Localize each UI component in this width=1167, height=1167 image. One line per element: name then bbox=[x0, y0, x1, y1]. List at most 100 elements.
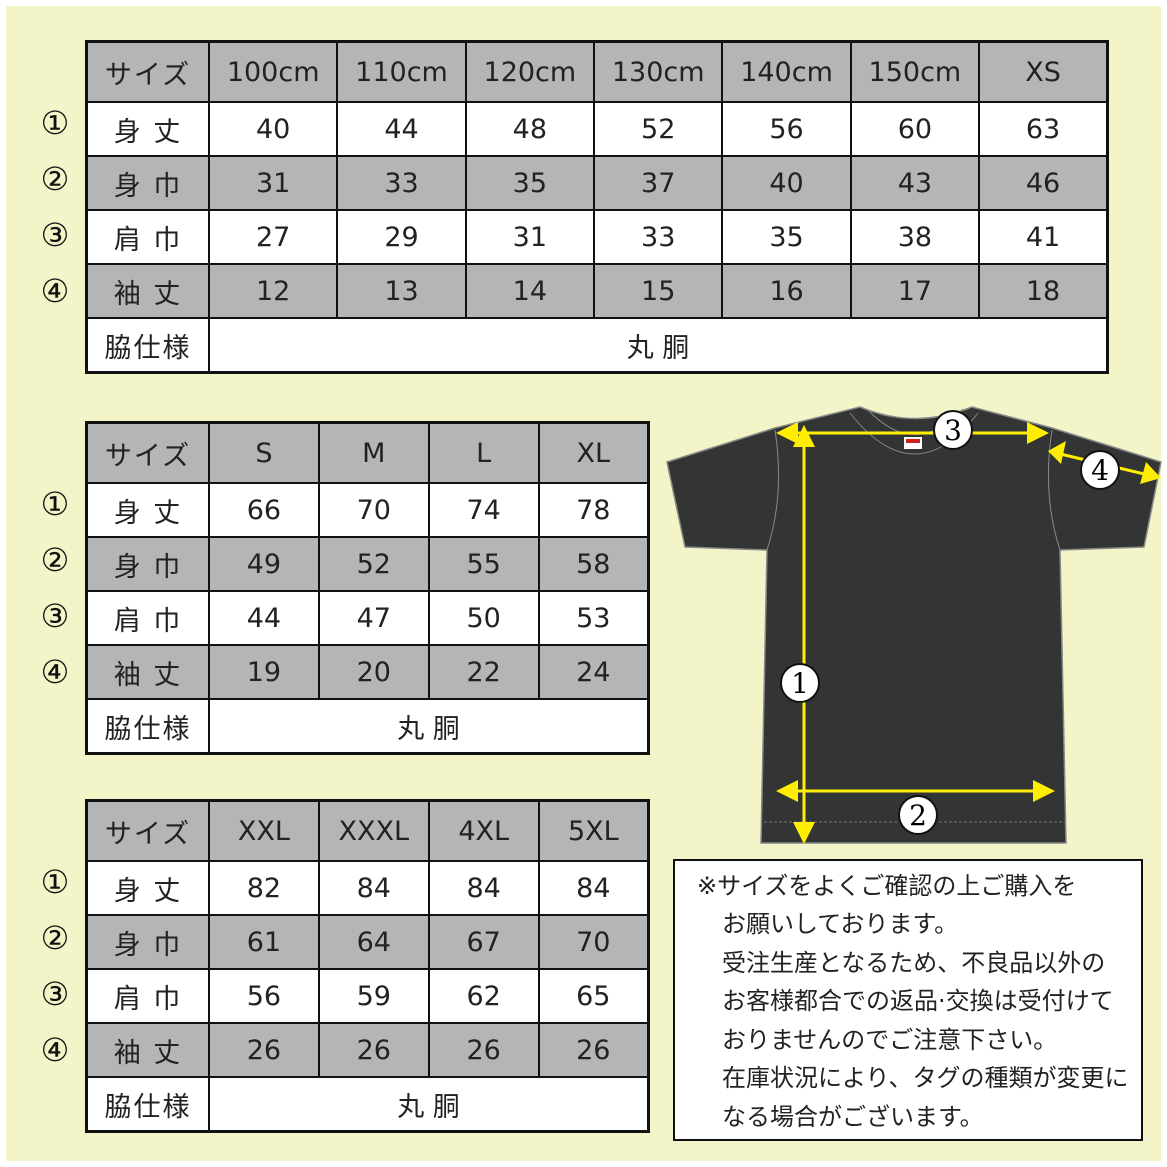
row-label: 身 丈 bbox=[85, 101, 210, 157]
table-cell: 52 bbox=[593, 101, 724, 157]
marker-length: 1 bbox=[780, 663, 820, 703]
table-cell: 67 bbox=[427, 914, 540, 970]
table-cell: 59 bbox=[317, 968, 430, 1024]
size-column-header: 4XL bbox=[427, 799, 540, 862]
table-cell: 29 bbox=[336, 209, 467, 265]
table-cell: 58 bbox=[537, 536, 650, 592]
table-cell: 31 bbox=[207, 155, 339, 211]
row-marker: ④ bbox=[40, 1031, 70, 1069]
table-cell: 84 bbox=[537, 860, 650, 916]
svg-text:2: 2 bbox=[909, 799, 927, 832]
size-column-header: XXL bbox=[208, 799, 320, 862]
table-cell: 31 bbox=[464, 209, 596, 265]
side-spec-label: 脇仕様 bbox=[85, 698, 210, 755]
row-marker: ③ bbox=[40, 597, 70, 635]
tshirt-diagram: 3 4 1 2 bbox=[666, 406, 1162, 844]
size-column-header: 120cm bbox=[464, 40, 596, 103]
table-row: 肩 巾 44 47 50 53 bbox=[85, 590, 650, 646]
size-column-header: XXXL bbox=[317, 799, 430, 862]
table-row: 身 丈 40 44 48 52 56 60 63 bbox=[85, 101, 1109, 157]
table-cell: 64 bbox=[317, 914, 430, 970]
table-cell: 70 bbox=[537, 914, 650, 970]
table-cell: 74 bbox=[427, 482, 540, 538]
row-label: 袖 丈 bbox=[85, 263, 210, 319]
table-cell: 24 bbox=[537, 644, 650, 700]
notice-line: 受注生産となるため、不良品以外の bbox=[722, 948, 1106, 977]
arrowhead bbox=[776, 422, 798, 444]
size-column-header: 140cm bbox=[721, 40, 852, 103]
side-spec-value: 丸 胴 bbox=[208, 317, 1109, 374]
table-cell: 46 bbox=[978, 155, 1109, 211]
row-label: 袖 丈 bbox=[85, 644, 210, 700]
size-column-header: M bbox=[317, 421, 430, 484]
table-cell: 49 bbox=[208, 536, 320, 592]
measure-arrows bbox=[776, 422, 1161, 844]
table-cell: 53 bbox=[537, 590, 650, 646]
table-footer-row: 脇仕様丸 胴 bbox=[85, 317, 1109, 374]
size-column-header: 150cm bbox=[849, 40, 981, 103]
svg-text:4: 4 bbox=[1091, 454, 1109, 487]
table-row: 袖 丈 12 13 14 15 16 17 18 bbox=[85, 263, 1109, 319]
table-cell: 61 bbox=[208, 914, 320, 970]
table-footer-row: 脇仕様丸 胴 bbox=[85, 698, 650, 755]
svg-text:1: 1 bbox=[791, 667, 809, 700]
table-cell: 15 bbox=[593, 263, 724, 319]
size-column-header: 5XL bbox=[537, 799, 650, 862]
notice-first-line: ※サイズをよくご確認の上ご購入を bbox=[697, 872, 1077, 900]
table-cell: 40 bbox=[721, 155, 852, 211]
table-cell: 56 bbox=[721, 101, 852, 157]
row-marker: ③ bbox=[40, 216, 70, 254]
table-cell: 50 bbox=[427, 590, 540, 646]
row-label: 身 巾 bbox=[85, 536, 210, 592]
table-cell: 84 bbox=[317, 860, 430, 916]
notice-line: お願いしております。 bbox=[722, 910, 959, 938]
sleeve-seam-right bbox=[1047, 429, 1061, 551]
arrowhead bbox=[793, 822, 815, 844]
row-label: 身 丈 bbox=[85, 860, 210, 916]
size-table: サイズ XXL XXXL 4XL 5XL 身 丈 82 84 84 84 身 巾 61 64 67 70 肩 … bbox=[85, 799, 650, 1133]
size-header-label: サイズ bbox=[85, 799, 210, 862]
row-label: 身 巾 bbox=[85, 155, 210, 211]
side-spec-value: 丸 胴 bbox=[208, 1076, 650, 1133]
row-marker: ② bbox=[40, 160, 70, 198]
marker-width: 2 bbox=[898, 795, 938, 835]
table-cell: 70 bbox=[317, 482, 430, 538]
size-column-header: S bbox=[208, 421, 320, 484]
table-cell: 40 bbox=[207, 101, 339, 157]
table-cell: 78 bbox=[537, 482, 650, 538]
side-spec-label: 脇仕様 bbox=[85, 1076, 210, 1133]
table-cell: 16 bbox=[721, 263, 852, 319]
row-marker: ② bbox=[40, 919, 70, 957]
table-cell: 13 bbox=[336, 263, 467, 319]
table-row: 身 巾 49 52 55 58 bbox=[85, 536, 650, 592]
notice-line: おりませんのでご注意下さい。 bbox=[722, 1025, 1058, 1054]
table-cell: 41 bbox=[978, 209, 1109, 265]
row-marker: ④ bbox=[40, 653, 70, 691]
marker-sleeve: 4 bbox=[1080, 450, 1120, 490]
arrowhead bbox=[793, 425, 815, 447]
side-spec-value: 丸 胴 bbox=[208, 698, 650, 755]
row-marker: ① bbox=[40, 863, 70, 901]
table-cell: 26 bbox=[208, 1022, 320, 1078]
table-row: 身 巾 61 64 67 70 bbox=[85, 914, 650, 970]
size-column-header: 100cm bbox=[207, 40, 339, 103]
table-cell: 56 bbox=[208, 968, 320, 1024]
table-cell: 19 bbox=[208, 644, 320, 700]
arrowhead bbox=[1140, 462, 1161, 484]
table-cell: 38 bbox=[849, 209, 981, 265]
table-cell: 66 bbox=[208, 482, 320, 538]
table-cell: 33 bbox=[593, 209, 724, 265]
table-row: 袖 丈 19 20 22 24 bbox=[85, 644, 650, 700]
notice-box: ※サイズをよくご確認の上ご購入を お願いしております。 受注生産となるため、不良… bbox=[673, 859, 1143, 1141]
row-marker: ③ bbox=[40, 975, 70, 1013]
table-cell: 47 bbox=[317, 590, 430, 646]
size-column-header: L bbox=[427, 421, 540, 484]
table-cell: 17 bbox=[849, 263, 981, 319]
table-cell: 37 bbox=[593, 155, 724, 211]
table-cell: 84 bbox=[427, 860, 540, 916]
table-cell: 35 bbox=[721, 209, 852, 265]
table-cell: 62 bbox=[427, 968, 540, 1024]
row-marker: ① bbox=[40, 104, 70, 142]
size-column-header: 130cm bbox=[593, 40, 724, 103]
table-cell: 18 bbox=[978, 263, 1109, 319]
